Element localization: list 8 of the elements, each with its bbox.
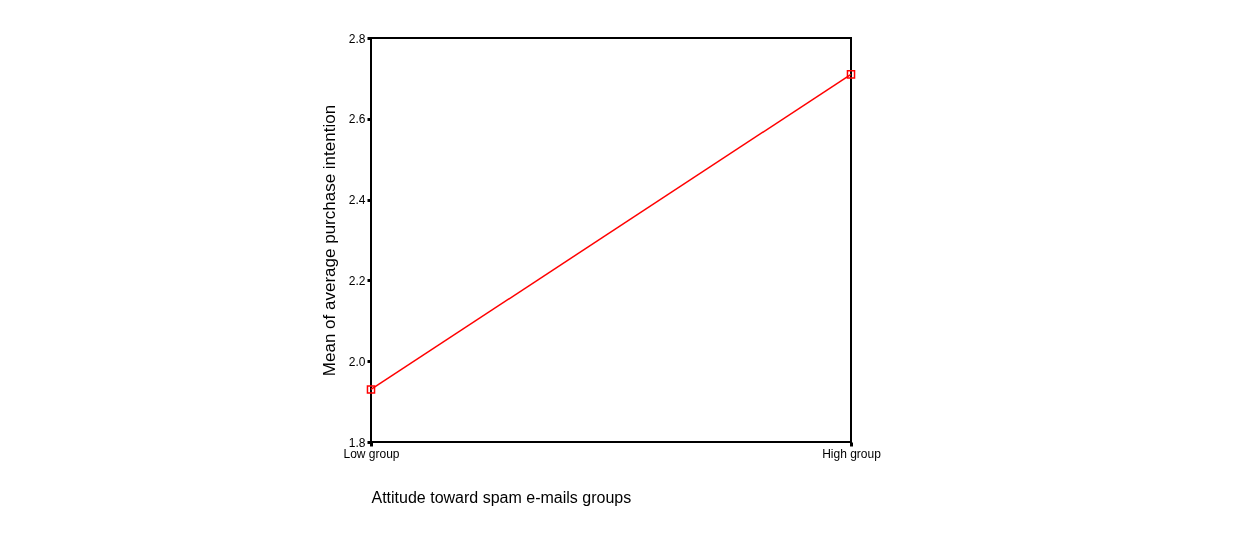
x-tick-label: High group xyxy=(822,446,882,461)
y-axis-title: Mean of average purchase intention xyxy=(319,104,339,377)
y-tick-label: 2.0 xyxy=(348,354,366,369)
y-tick-label: 2.4 xyxy=(348,193,366,208)
y-tick-label: 2.6 xyxy=(348,112,366,127)
y-tick-label: 2.8 xyxy=(348,31,366,46)
y-tick-label: 2.2 xyxy=(348,273,366,288)
x-axis-title: Attitude toward spam e-mails groups xyxy=(371,488,632,506)
